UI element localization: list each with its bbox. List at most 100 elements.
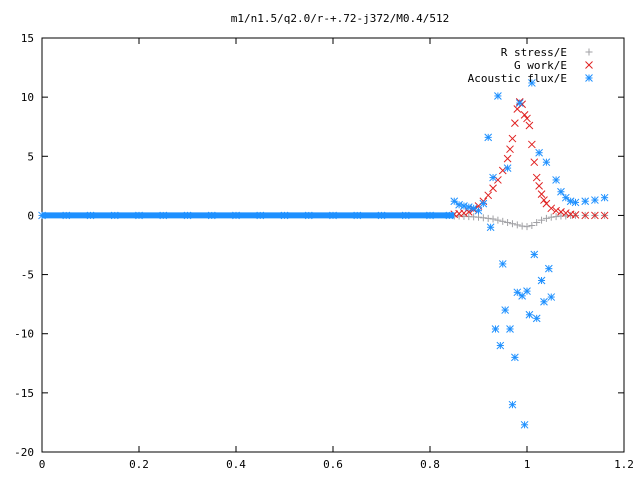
data-point <box>329 211 337 220</box>
data-point <box>504 219 512 227</box>
data-point <box>535 148 543 157</box>
legend-marker <box>585 48 593 56</box>
data-point <box>552 206 560 215</box>
data-point <box>484 214 492 222</box>
data-point <box>533 219 541 227</box>
data-point <box>530 158 539 167</box>
series-layer <box>38 79 609 429</box>
data-point <box>280 211 289 220</box>
data-point <box>474 206 483 215</box>
data-point <box>508 400 517 409</box>
data-point <box>527 140 536 149</box>
data-point <box>38 211 46 220</box>
data-point <box>518 222 526 230</box>
data-point <box>511 119 519 128</box>
data-point <box>537 276 546 285</box>
data-point <box>525 121 534 130</box>
data-point <box>494 216 502 224</box>
chart-title: m1/n1.5/q2.0/r-+.72-j372/M0.4/512 <box>231 12 450 25</box>
data-point <box>544 264 553 273</box>
legend-label: R stress/E <box>501 46 567 59</box>
data-point <box>508 220 516 228</box>
data-point <box>566 197 575 206</box>
data-point <box>542 214 550 222</box>
x-tick-label: 0.4 <box>226 458 246 471</box>
data-point <box>426 211 434 220</box>
data-point <box>503 154 512 163</box>
data-point <box>445 211 454 220</box>
data-point <box>561 193 570 202</box>
data-point <box>530 250 539 259</box>
data-point <box>557 187 565 196</box>
legend-label: Acoustic flux/E <box>468 72 567 85</box>
data-point <box>489 173 497 182</box>
data-point <box>496 341 505 350</box>
data-point <box>506 325 514 333</box>
data-point <box>520 111 529 119</box>
data-point <box>460 209 468 217</box>
data-point <box>513 221 521 229</box>
data-point <box>532 173 541 182</box>
data-point <box>183 211 192 220</box>
x-tick-label: 0.6 <box>323 458 343 471</box>
data-point <box>532 314 541 323</box>
data-point <box>523 223 531 231</box>
data-point <box>547 213 555 221</box>
data-point <box>523 287 531 295</box>
axis-ticks: 0 0.2 0.4 0.6 0.8 1 1.2 15 10 5 0 -5 -10 -15 -20 <box>14 32 634 471</box>
data-point <box>62 211 71 220</box>
y-tick-label: -20 <box>14 446 34 459</box>
data-point <box>537 190 546 198</box>
data-point <box>401 211 410 220</box>
data-point <box>515 99 524 107</box>
data-point <box>86 211 95 220</box>
y-tick-label: -15 <box>14 387 34 400</box>
data-point <box>581 211 590 220</box>
x-tick-label: 0.2 <box>129 458 149 471</box>
data-point <box>489 184 497 193</box>
data-point <box>600 193 609 202</box>
x-tick-label: 0.8 <box>420 458 440 471</box>
data-point <box>503 164 512 172</box>
data-point <box>256 211 265 220</box>
data-point <box>523 114 531 123</box>
data-point <box>159 211 168 220</box>
data-point <box>484 191 493 200</box>
data-point <box>535 182 543 190</box>
data-point <box>498 260 507 268</box>
data-point <box>571 210 580 219</box>
data-point <box>304 211 313 220</box>
data-point <box>110 211 119 220</box>
data-point <box>552 176 560 184</box>
legend-marker <box>585 74 593 82</box>
data-point <box>513 288 522 297</box>
data-point <box>547 204 556 213</box>
data-point <box>450 197 459 206</box>
data-point <box>475 213 482 221</box>
data-point <box>491 325 500 333</box>
data-point <box>479 199 488 208</box>
data-point <box>377 211 386 220</box>
data-point <box>557 208 565 216</box>
data-point <box>591 211 599 220</box>
data-point <box>486 223 495 232</box>
data-point <box>581 197 590 206</box>
y-tick-label: 5 <box>27 150 34 163</box>
data-point <box>525 310 534 319</box>
series-1 <box>450 98 609 220</box>
data-point <box>479 214 487 222</box>
data-point <box>207 211 216 220</box>
data-point <box>540 196 548 204</box>
data-point <box>527 79 536 87</box>
data-point <box>499 217 507 225</box>
data-point <box>506 145 514 154</box>
data-point <box>135 211 143 220</box>
data-point <box>353 211 362 220</box>
y-tick-label: 0 <box>27 209 34 222</box>
data-point <box>528 221 536 229</box>
legend-label: G work/E <box>514 59 567 72</box>
x-tick-label: 1.2 <box>614 458 634 471</box>
y-tick-label: -5 <box>21 269 34 282</box>
